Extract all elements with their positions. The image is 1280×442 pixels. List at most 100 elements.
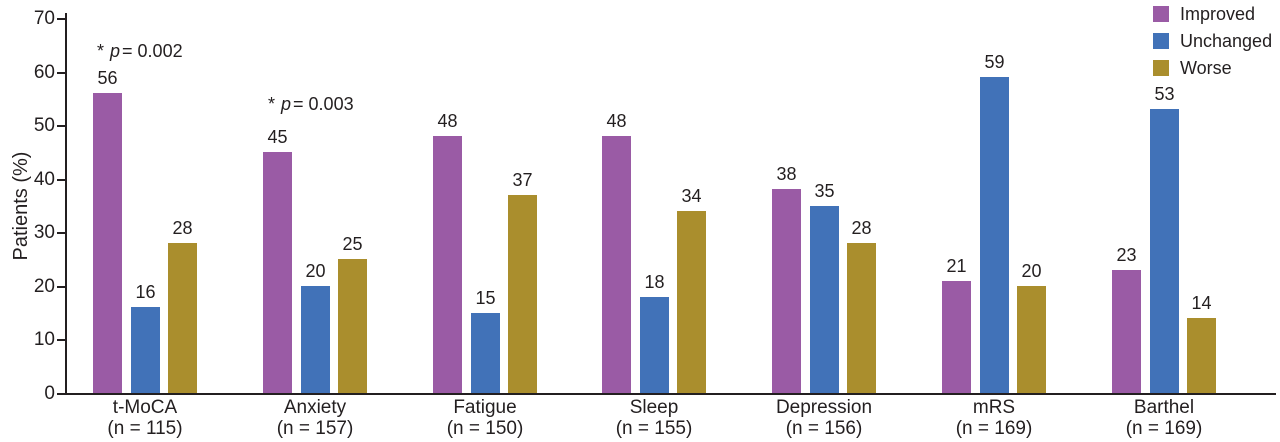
y-tick-mark <box>57 232 65 234</box>
category-name: Sleep <box>629 397 679 418</box>
x-category-label-depression: Depression (n = 156) <box>744 397 904 439</box>
bar-value-label: 28 <box>172 218 193 238</box>
y-tick-label: 70 <box>33 8 55 29</box>
category-name: Fatigue <box>453 397 517 418</box>
y-axis-line <box>65 13 67 395</box>
legend-row-unchanged: Unchanged <box>1153 27 1272 54</box>
bar-value-label: 59 <box>984 52 1005 72</box>
bar-improved-t-moca <box>93 93 122 393</box>
p-symbol: p <box>110 41 121 61</box>
bar-value-label: 56 <box>97 68 118 88</box>
bar-value-label: 20 <box>1021 261 1042 281</box>
bar-unchanged-mrs <box>980 77 1009 393</box>
y-tick-label: 10 <box>33 329 55 350</box>
bar-improved-fatigue <box>433 136 462 393</box>
significance-star: * <box>268 94 276 114</box>
bar-value-label: 34 <box>681 186 702 206</box>
bar-worse-depression <box>847 243 876 393</box>
p-value-annotation: * p = 0.002 <box>97 40 183 62</box>
category-n: (n = 150) <box>446 418 524 439</box>
y-tick-label: 50 <box>33 115 55 136</box>
bar-value-label: 35 <box>814 181 835 201</box>
bar-improved-mrs <box>942 281 971 393</box>
legend-swatch-improved <box>1153 5 1169 22</box>
y-tick-mark <box>57 393 65 395</box>
category-n: (n = 169) <box>955 418 1033 439</box>
bar-worse-fatigue <box>508 195 537 393</box>
bar-value-label: 18 <box>644 272 665 292</box>
bar-value-label: 14 <box>1191 293 1212 313</box>
significance-star: * <box>97 41 105 61</box>
y-tick-mark <box>57 72 65 74</box>
category-n: (n = 156) <box>785 418 863 439</box>
bar-value-label: 23 <box>1116 245 1137 265</box>
bar-value-label: 16 <box>135 282 156 302</box>
x-category-label-t-moca: t-MoCA (n = 115) <box>65 397 225 439</box>
bar-unchanged-sleep <box>640 297 669 393</box>
bar-value-label: 20 <box>305 261 326 281</box>
x-category-label-sleep: Sleep (n = 155) <box>574 397 734 439</box>
bar-value-label: 21 <box>946 256 967 276</box>
bar-value-label: 53 <box>1154 84 1175 104</box>
category-n: (n = 157) <box>276 418 354 439</box>
y-tick-mark <box>57 179 65 181</box>
legend-label: Unchanged <box>1180 30 1273 51</box>
bar-unchanged-fatigue <box>471 313 500 393</box>
category-name: Depression <box>775 397 873 418</box>
category-name: mRS <box>972 397 1016 418</box>
bar-worse-sleep <box>677 211 706 393</box>
bar-value-label: 28 <box>851 218 872 238</box>
legend-row-improved: Improved <box>1153 0 1272 27</box>
y-tick-mark <box>57 18 65 20</box>
y-tick-label: 40 <box>33 169 55 190</box>
category-n: (n = 115) <box>107 418 183 439</box>
category-name: Barthel <box>1133 397 1195 418</box>
x-axis-line <box>65 393 1276 395</box>
bar-value-label: 37 <box>512 170 533 190</box>
bar-value-label: 45 <box>267 127 288 147</box>
p-value-annotation: * p = 0.003 <box>268 93 354 115</box>
y-tick-label: 30 <box>33 222 55 243</box>
p-value-text: = 0.003 <box>293 94 354 114</box>
bar-unchanged-anxiety <box>301 286 330 393</box>
y-tick-mark <box>57 339 65 341</box>
bar-unchanged-t-moca <box>131 307 160 393</box>
category-name: t-MoCA <box>112 397 178 418</box>
y-tick-mark <box>57 286 65 288</box>
bar-value-label: 15 <box>475 288 496 308</box>
y-tick-label: 60 <box>33 62 55 83</box>
category-name: Anxiety <box>283 397 347 418</box>
y-tick-mark <box>57 125 65 127</box>
legend-swatch-unchanged <box>1153 32 1169 49</box>
p-value-text: = 0.002 <box>122 41 183 61</box>
x-category-label-fatigue: Fatigue (n = 150) <box>405 397 565 439</box>
bar-worse-barthel <box>1187 318 1216 393</box>
bar-unchanged-barthel <box>1150 109 1179 393</box>
p-symbol: p <box>281 94 292 114</box>
x-category-label-anxiety: Anxiety (n = 157) <box>235 397 395 439</box>
category-n: (n = 169) <box>1125 418 1203 439</box>
x-category-label-barthel: Barthel (n = 169) <box>1084 397 1244 439</box>
bar-improved-anxiety <box>263 152 292 393</box>
legend-row-worse: Worse <box>1153 54 1272 81</box>
bar-improved-barthel <box>1112 270 1141 393</box>
category-n: (n = 155) <box>615 418 693 439</box>
bar-improved-depression <box>772 189 801 393</box>
x-category-label-mrs: mRS (n = 169) <box>914 397 1074 439</box>
bar-value-label: 25 <box>342 234 363 254</box>
bar-worse-anxiety <box>338 259 367 393</box>
y-tick-label: 20 <box>33 276 55 297</box>
bar-worse-mrs <box>1017 286 1046 393</box>
bar-value-label: 48 <box>437 111 458 131</box>
bar-improved-sleep <box>602 136 631 393</box>
bar-worse-t-moca <box>168 243 197 393</box>
legend-swatch-worse <box>1153 59 1169 76</box>
y-tick-label: 0 <box>44 383 55 404</box>
bar-unchanged-depression <box>810 206 839 393</box>
legend-label: Improved <box>1180 3 1256 24</box>
bar-value-label: 38 <box>776 164 797 184</box>
bar-value-label: 48 <box>606 111 627 131</box>
legend: Improved Unchanged Worse <box>1153 0 1272 81</box>
